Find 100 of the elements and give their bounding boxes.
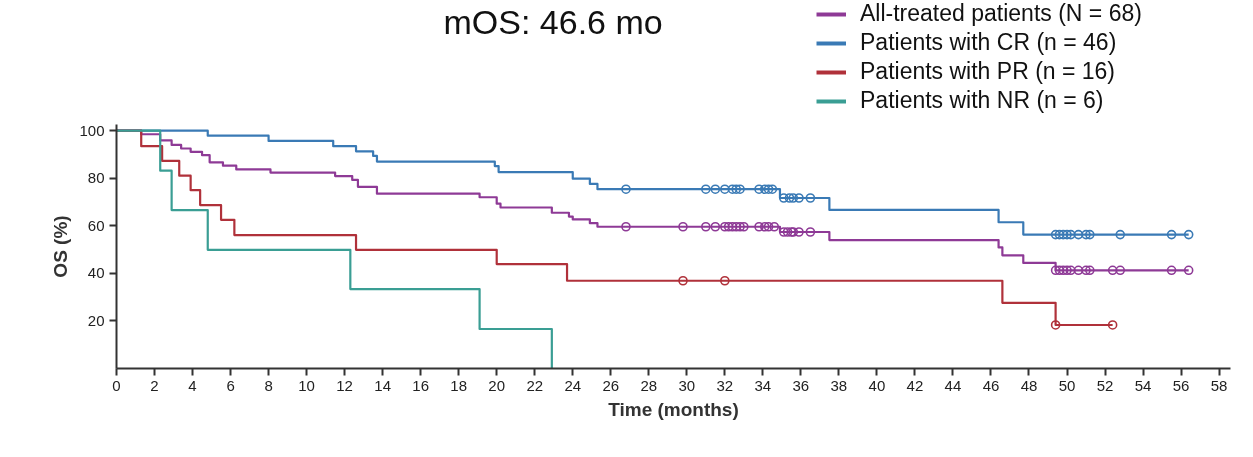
y-tick-label: 80 — [87, 169, 105, 187]
point — [794, 193, 804, 203]
x-tick-label: 52 — [1096, 376, 1114, 394]
point — [678, 275, 688, 286]
point — [1066, 229, 1076, 240]
point — [794, 227, 804, 237]
x-tick-label: 44 — [944, 376, 962, 394]
point — [621, 221, 631, 232]
point — [763, 221, 774, 232]
x-tick-label: 6 — [226, 376, 235, 394]
x-tick-label: 2 — [150, 376, 159, 394]
y-tick-label: 100 — [79, 121, 105, 139]
point — [759, 184, 770, 194]
x-axis-title: Time (months) — [608, 398, 739, 420]
point — [720, 275, 730, 286]
legend-label: All-treated patients (N = 68) — [860, 0, 1142, 27]
point — [1062, 265, 1072, 276]
point — [754, 184, 764, 194]
legend-label: Patients with CR (n = 46) — [860, 29, 1117, 56]
x-tick-label: 48 — [1020, 376, 1038, 394]
point — [1073, 229, 1084, 240]
x-tick-label: 42 — [906, 376, 924, 394]
x-tick-label: 36 — [792, 376, 810, 394]
point — [1115, 229, 1126, 240]
x-tick-label: 50 — [1058, 376, 1076, 394]
point — [710, 221, 721, 232]
point — [1066, 265, 1076, 276]
point — [1050, 320, 1061, 330]
point — [710, 184, 721, 194]
point — [763, 184, 774, 194]
point — [1062, 229, 1072, 240]
x-tick-label: 40 — [868, 376, 886, 394]
point — [1107, 265, 1118, 276]
point — [782, 227, 793, 237]
x-tick-label: 20 — [488, 376, 506, 394]
text: mOS: 46.6 mo — [443, 2, 663, 41]
point — [1050, 229, 1061, 240]
point — [1050, 265, 1061, 276]
x-tick-label: 14 — [374, 376, 391, 394]
point — [720, 221, 730, 232]
x-tick-label: 0 — [112, 376, 121, 394]
legend-label: Patients with PR (n = 16) — [860, 58, 1116, 85]
point — [731, 221, 742, 232]
point — [727, 184, 738, 194]
point — [1085, 229, 1095, 240]
point — [727, 221, 738, 232]
point — [767, 184, 778, 194]
x-tick-label: 58 — [1210, 376, 1228, 394]
point — [1081, 265, 1091, 276]
y-tick-label: 40 — [87, 264, 105, 282]
point — [701, 221, 711, 232]
point — [1166, 265, 1177, 276]
y-tick-label: 20 — [87, 311, 105, 329]
point — [778, 227, 789, 237]
x-tick-label: 16 — [412, 376, 430, 394]
point — [1058, 229, 1069, 240]
point — [1085, 265, 1095, 276]
x-tick-label: 34 — [754, 376, 772, 394]
point — [805, 193, 816, 203]
point — [759, 221, 770, 232]
x-tick-label: 8 — [264, 376, 273, 394]
point — [1054, 229, 1065, 240]
point — [1115, 265, 1126, 276]
point — [678, 221, 688, 232]
point — [720, 184, 730, 194]
y-axis-title: OS (%) — [50, 215, 72, 278]
point — [1183, 229, 1194, 240]
point — [769, 221, 780, 232]
x-tick-label: 24 — [564, 376, 582, 394]
point — [1183, 265, 1194, 276]
point — [778, 193, 789, 203]
x-tick-label: 28 — [640, 376, 658, 394]
x-tick-label: 10 — [298, 376, 315, 394]
point — [1058, 265, 1069, 276]
x-tick-label: 30 — [678, 376, 696, 394]
x-tick-label: 26 — [602, 376, 620, 394]
point — [754, 221, 764, 232]
point — [621, 184, 631, 194]
point — [805, 227, 816, 237]
x-tick-label: 46 — [982, 376, 1000, 394]
point — [701, 184, 711, 194]
point — [1107, 320, 1118, 330]
legend-label: Patients with NR (n = 6) — [860, 87, 1104, 114]
x-tick-label: 18 — [450, 376, 468, 394]
y-tick-label: 60 — [87, 216, 105, 234]
point — [1081, 229, 1091, 240]
point — [1054, 265, 1065, 276]
x-tick-label: 54 — [1134, 376, 1152, 394]
x-tick-label: 12 — [336, 376, 353, 394]
point — [735, 221, 745, 232]
point — [1166, 229, 1177, 240]
x-tick-label: 32 — [716, 376, 734, 394]
x-tick-label: 4 — [188, 376, 197, 394]
x-tick-label: 22 — [526, 376, 544, 394]
x-tick-label: 38 — [830, 376, 848, 394]
point — [739, 221, 749, 232]
point — [735, 184, 745, 194]
point — [788, 193, 799, 203]
point — [723, 221, 734, 232]
point — [1073, 265, 1084, 276]
